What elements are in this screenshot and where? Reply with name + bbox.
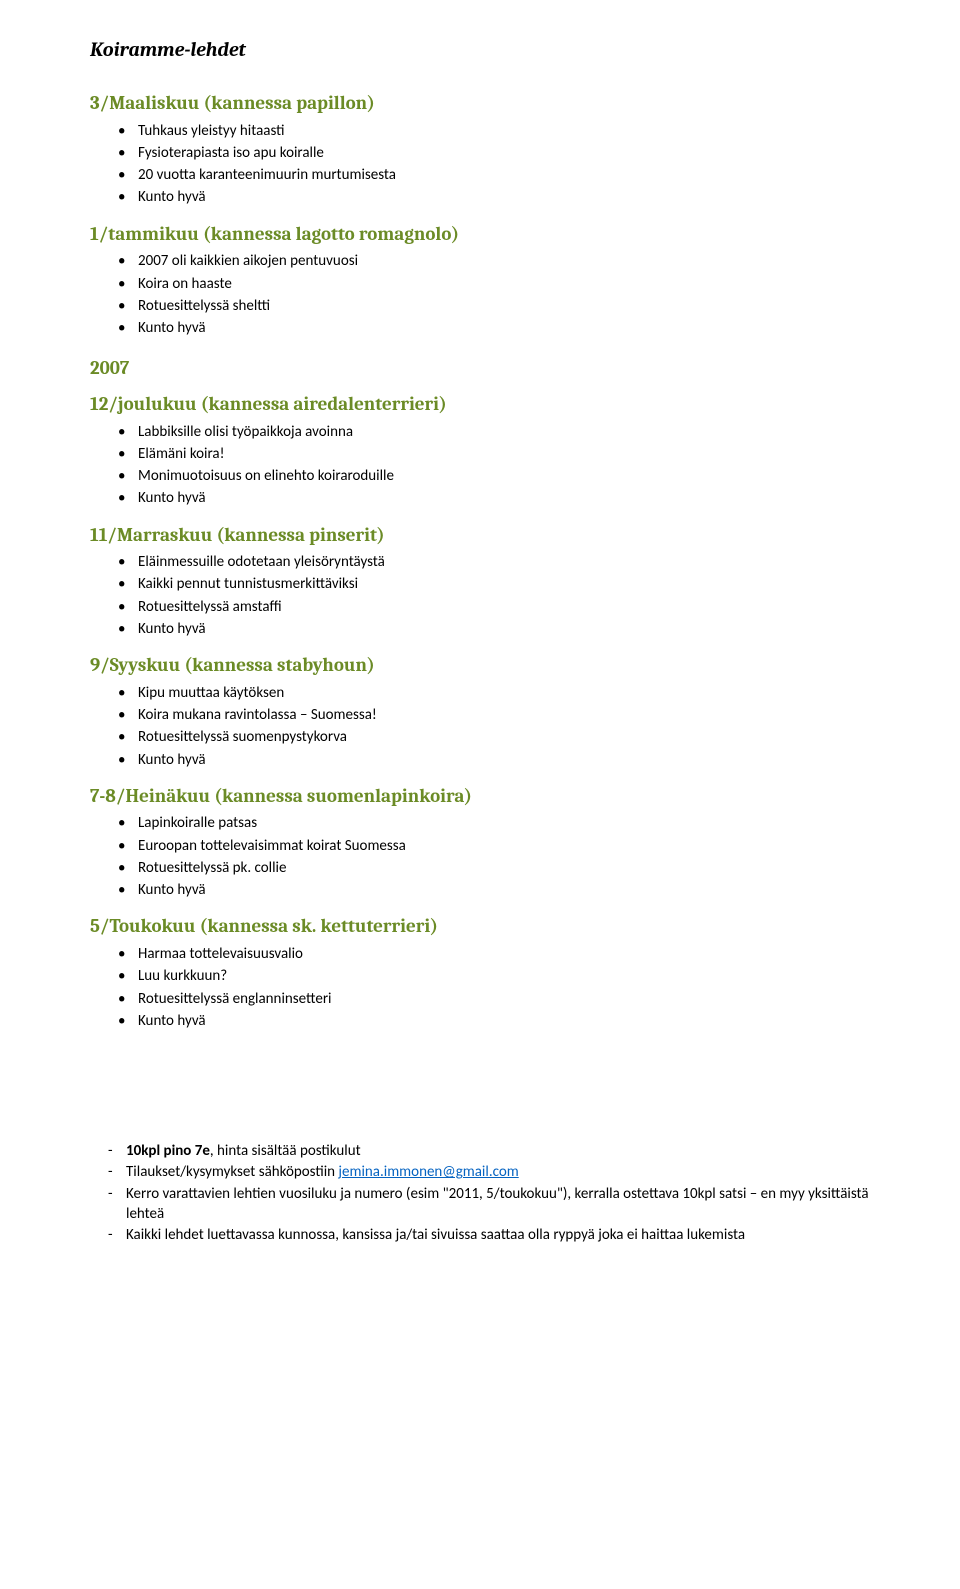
list-item: Monimuotoisuus on elinehto koiraroduille: [90, 466, 870, 486]
section-heading: 5/Toukokuu (kannessa sk. kettuterrieri): [90, 914, 870, 940]
list-item: Kunto hyvä: [90, 880, 870, 900]
list-item: Rotuesittelyssä amstaffi: [90, 597, 870, 617]
section-list: Harmaa tottelevaisuusvalio Luu kurkkuun?…: [90, 944, 870, 1031]
list-item: Kaikki pennut tunnistusmerkittäviksi: [90, 574, 870, 594]
list-item: Luu kurkkuun?: [90, 966, 870, 986]
footer-item: Tilaukset/kysymykset sähköpostiin jemina…: [90, 1162, 870, 1182]
footer-item: Kerro varattavien lehtien vuosiluku ja n…: [90, 1184, 870, 1225]
section-list: Kipu muuttaa käytöksen Koira mukana ravi…: [90, 683, 870, 770]
year-sections: 12/joulukuu (kannessa airedalenterrieri)…: [90, 392, 870, 1031]
footer-item: Kaikki lehdet luettavassa kunnossa, kans…: [90, 1225, 870, 1245]
footer-text: , hinta sisältää postikulut: [210, 1142, 361, 1160]
list-item: Koira on haaste: [90, 274, 870, 294]
list-item: 20 vuotta karanteenimuurin murtumisesta: [90, 165, 870, 185]
list-item: Euroopan tottelevaisimmat koirat Suomess…: [90, 836, 870, 856]
document-title: Koiramme-lehdet: [90, 36, 870, 63]
list-item: Rotuesittelyssä sheltti: [90, 296, 870, 316]
section-heading: 9/Syyskuu (kannessa stabyhoun): [90, 653, 870, 679]
list-item: Labbiksille olisi työpaikkoja avoinna: [90, 422, 870, 442]
section-heading: 1/tammikuu (kannessa lagotto romagnolo): [90, 222, 870, 248]
section-heading: 7-8/Heinäkuu (kannessa suomenlapinkoira): [90, 784, 870, 810]
section-list: Eläinmessuille odotetaan yleisöryntäystä…: [90, 552, 870, 639]
footer-text: Tilaukset/kysymykset sähköpostiin: [126, 1163, 338, 1181]
list-item: Eläinmessuille odotetaan yleisöryntäystä: [90, 552, 870, 572]
section-list: 2007 oli kaikkien aikojen pentuvuosi Koi…: [90, 251, 870, 338]
list-item: Rotuesittelyssä suomenpystykorva: [90, 727, 870, 747]
list-item: Kunto hyvä: [90, 318, 870, 338]
section-list: Lapinkoiralle patsas Euroopan tottelevai…: [90, 813, 870, 900]
footer-bold: 10kpl pino 7e: [126, 1142, 210, 1160]
list-item: Rotuesittelyssä pk. collie: [90, 858, 870, 878]
list-item: Elämäni koira!: [90, 444, 870, 464]
top-sections: 3/Maaliskuu (kannessa papillon) Tuhkaus …: [90, 91, 870, 338]
section-list: Tuhkaus yleistyy hitaasti Fysioterapiast…: [90, 121, 870, 208]
list-item: Harmaa tottelevaisuusvalio: [90, 944, 870, 964]
list-item: Kipu muuttaa käytöksen: [90, 683, 870, 703]
footer-list: 10kpl pino 7e, hinta sisältää postikulut…: [90, 1141, 870, 1245]
list-item: 2007 oli kaikkien aikojen pentuvuosi: [90, 251, 870, 271]
list-item: Kunto hyvä: [90, 750, 870, 770]
list-item: Kunto hyvä: [90, 619, 870, 639]
footer-email-link[interactable]: jemina.immonen@gmail.com: [338, 1163, 518, 1181]
list-item: Kunto hyvä: [90, 187, 870, 207]
list-item: Kunto hyvä: [90, 488, 870, 508]
list-item: Kunto hyvä: [90, 1011, 870, 1031]
list-item: Rotuesittelyssä englanninsetteri: [90, 989, 870, 1009]
footer-item: 10kpl pino 7e, hinta sisältää postikulut: [90, 1141, 870, 1161]
section-heading: 3/Maaliskuu (kannessa papillon): [90, 91, 870, 117]
section-heading: 12/joulukuu (kannessa airedalenterrieri): [90, 392, 870, 418]
section-heading: 11/Marraskuu (kannessa pinserit): [90, 523, 870, 549]
list-item: Koira mukana ravintolassa – Suomessa!: [90, 705, 870, 725]
year-heading: 2007: [90, 356, 870, 382]
list-item: Tuhkaus yleistyy hitaasti: [90, 121, 870, 141]
list-item: Lapinkoiralle patsas: [90, 813, 870, 833]
list-item: Fysioterapiasta iso apu koiralle: [90, 143, 870, 163]
section-list: Labbiksille olisi työpaikkoja avoinna El…: [90, 422, 870, 509]
